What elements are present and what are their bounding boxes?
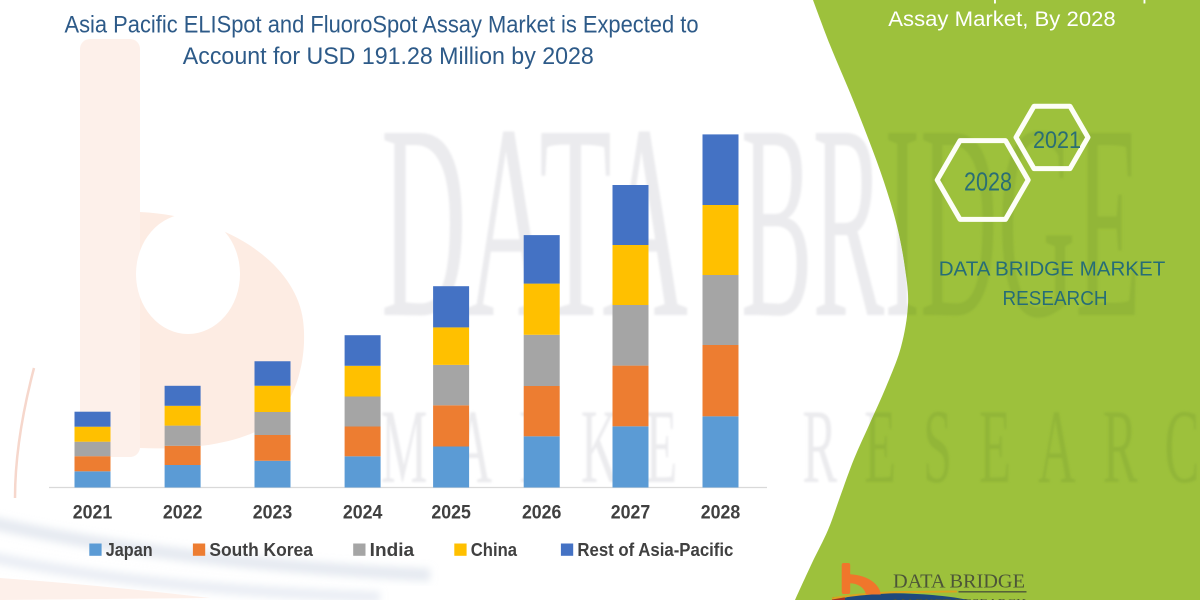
svg-text:2026: 2026 [522, 503, 562, 524]
svg-text:2028: 2028 [701, 503, 741, 524]
svg-text:Account for USD 191.28 Million: Account for USD 191.28 Million by 2028 [183, 43, 594, 70]
svg-text:DATA BRIDGE MARKET: DATA BRIDGE MARKET [939, 258, 1166, 281]
svg-text:India: India [370, 539, 415, 560]
svg-text:MARKET RESEARCH: MARKET RESEARCH [893, 597, 1026, 600]
svg-text:2028: 2028 [964, 167, 1012, 197]
svg-text:2024: 2024 [343, 503, 383, 524]
svg-text:Assay Market, By 2028: Assay Market, By 2028 [888, 8, 1116, 31]
svg-text:RESEARCH: RESEARCH [1003, 287, 1108, 310]
svg-text:Japan: Japan [106, 539, 153, 560]
svg-text:2022: 2022 [163, 503, 203, 524]
svg-text:2023: 2023 [253, 503, 293, 524]
svg-text:Asia Pacific ELISpot and Fluor: Asia Pacific ELISpot and FluoroSpot [833, 0, 1172, 4]
svg-text:Rest of Asia-Pacific: Rest of Asia-Pacific [577, 539, 733, 560]
svg-text:2027: 2027 [611, 503, 651, 524]
svg-text:South Korea: South Korea [209, 539, 313, 560]
svg-text:Asia Pacific ELISpot and Fluor: Asia Pacific ELISpot and FluoroSpot Assa… [65, 11, 699, 38]
svg-text:DATA BRIDGE: DATA BRIDGE [893, 570, 1025, 592]
svg-text:China: China [471, 539, 518, 560]
svg-text:2021: 2021 [1033, 127, 1081, 154]
svg-text:2021: 2021 [73, 503, 113, 524]
svg-text:2025: 2025 [431, 503, 471, 524]
